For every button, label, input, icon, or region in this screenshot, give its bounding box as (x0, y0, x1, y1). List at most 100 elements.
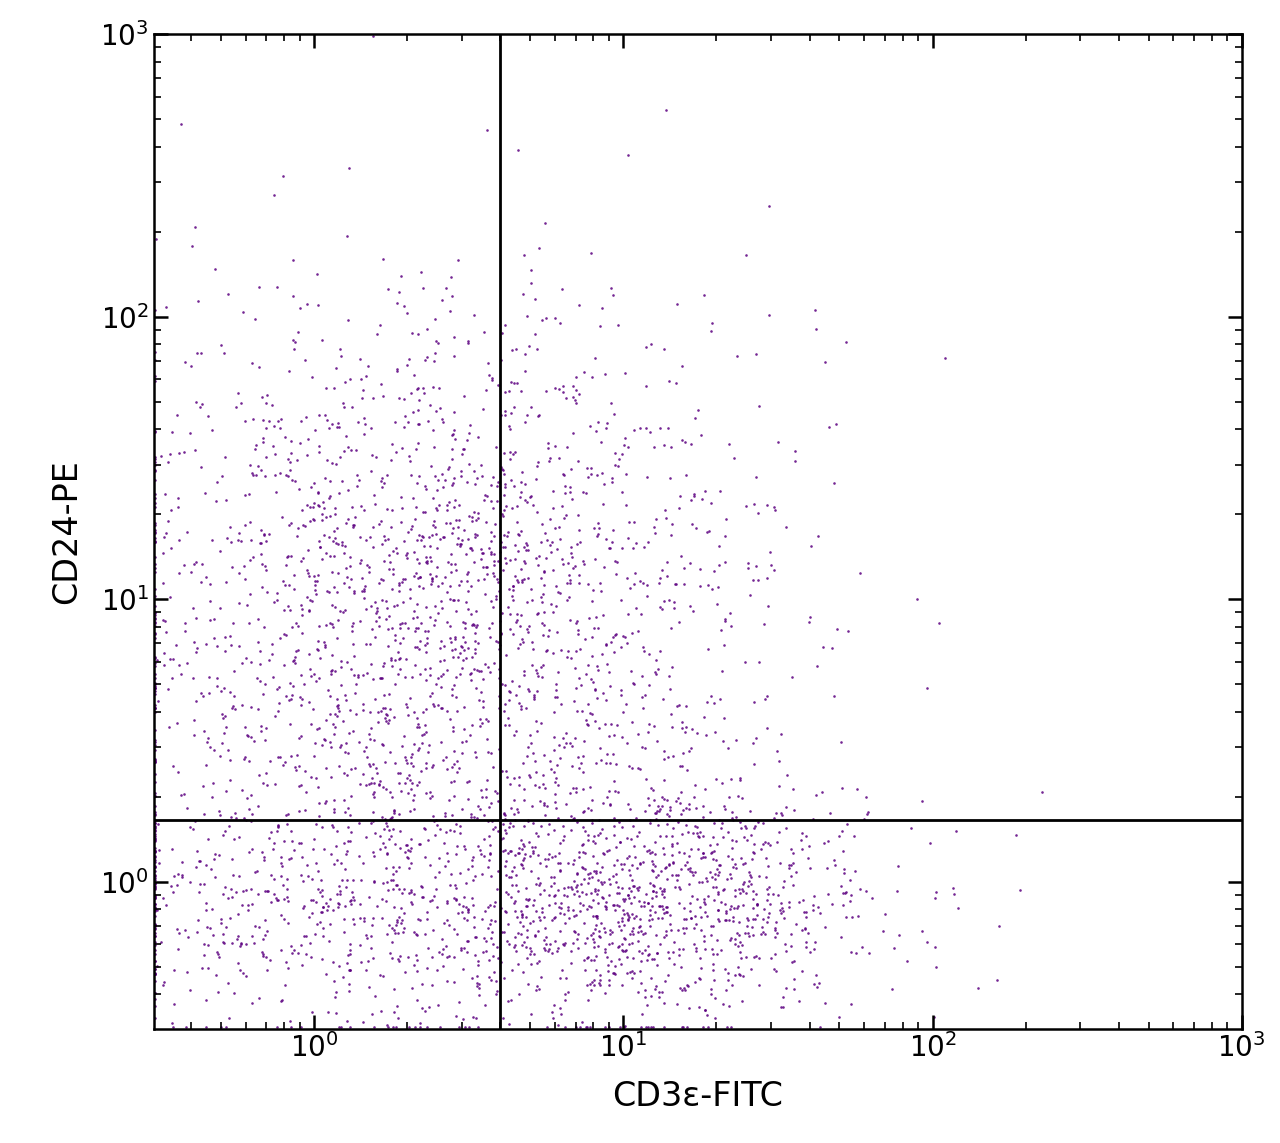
Point (641, 778, 662, 797)
Point (678, 810, 699, 829)
Point (570, 533, 590, 551)
Point (637, 894, 658, 912)
Point (449, 824, 470, 842)
Point (608, 783, 628, 801)
Point (607, 552, 627, 570)
Point (453, 440, 474, 458)
Point (353, 910, 374, 928)
Point (315, 638, 335, 656)
Point (292, 501, 312, 519)
Point (266, 889, 287, 908)
Point (508, 526, 529, 544)
Point (192, 959, 212, 977)
Point (635, 738, 655, 757)
Point (502, 341, 522, 359)
Point (305, 734, 325, 752)
Point (616, 429, 636, 447)
Point (484, 527, 504, 545)
Point (512, 285, 532, 303)
Point (540, 752, 561, 770)
Point (145, 825, 165, 844)
Point (589, 519, 609, 537)
Point (247, 669, 268, 687)
Point (466, 974, 486, 992)
Point (726, 832, 746, 850)
Point (513, 569, 534, 588)
Point (241, 728, 261, 746)
Point (602, 934, 622, 952)
Point (652, 797, 672, 815)
Point (416, 910, 436, 928)
Point (596, 789, 617, 807)
Point (242, 840, 262, 858)
Point (554, 485, 575, 503)
Point (728, 936, 749, 954)
Point (326, 455, 347, 473)
Point (530, 533, 550, 551)
Point (367, 764, 388, 782)
Point (248, 456, 269, 474)
Point (329, 757, 349, 775)
Point (428, 334, 448, 352)
Point (694, 894, 714, 912)
Point (611, 855, 631, 873)
Point (462, 850, 483, 869)
Point (284, 841, 305, 860)
Point (197, 918, 218, 936)
Point (547, 539, 567, 558)
Point (340, 823, 361, 841)
Point (475, 382, 495, 400)
Point (549, 449, 570, 467)
Point (474, 490, 494, 509)
Point (328, 698, 348, 717)
Point (228, 523, 248, 542)
Point (635, 941, 655, 959)
Point (221, 887, 242, 905)
Point (588, 871, 608, 889)
Point (497, 646, 517, 664)
Point (663, 854, 684, 872)
Point (403, 489, 424, 507)
Point (701, 580, 722, 598)
Point (575, 665, 595, 684)
Point (599, 886, 620, 904)
Point (833, 896, 854, 914)
Point (292, 623, 312, 641)
Point (623, 673, 644, 692)
Point (543, 533, 563, 551)
Point (595, 1018, 616, 1037)
Point (374, 686, 394, 704)
Point (498, 885, 518, 903)
Point (479, 539, 499, 558)
Point (390, 513, 411, 531)
Point (767, 912, 787, 930)
Point (465, 553, 485, 572)
Point (326, 885, 347, 903)
Point (362, 910, 383, 928)
Point (785, 441, 805, 459)
Point (641, 897, 662, 916)
Point (390, 661, 411, 679)
Point (449, 496, 470, 514)
Point (247, 700, 268, 718)
Point (292, 600, 312, 618)
Point (545, 597, 566, 615)
Point (233, 881, 253, 900)
Point (353, 1013, 374, 1031)
Point (748, 896, 768, 914)
Point (617, 829, 637, 847)
Point (575, 934, 595, 952)
Point (145, 679, 165, 697)
Point (485, 588, 506, 606)
Point (571, 894, 591, 912)
Point (850, 880, 870, 898)
Point (492, 624, 512, 642)
Point (888, 926, 909, 944)
Point (503, 577, 524, 596)
Point (554, 934, 575, 952)
Point (645, 857, 666, 876)
Point (486, 590, 507, 608)
Point (618, 879, 639, 897)
Point (465, 918, 485, 936)
Point (727, 898, 748, 917)
